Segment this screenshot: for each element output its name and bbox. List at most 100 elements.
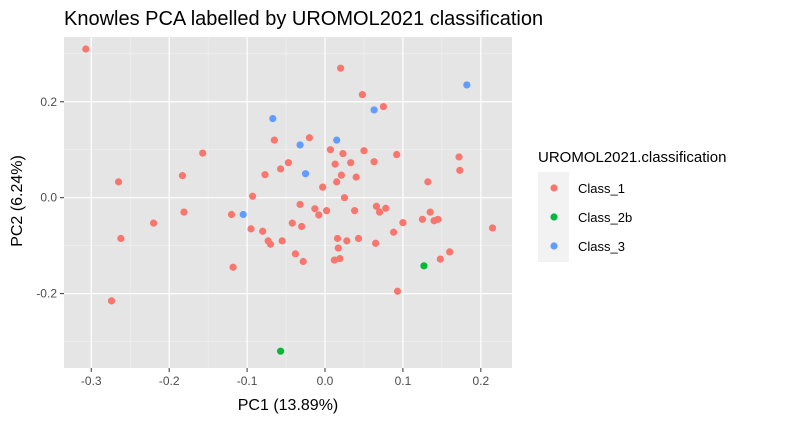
data-point-class-1 [296,200,304,209]
data-point-class-1 [259,227,267,235]
legend-label: Class_1 [578,181,625,196]
data-point-class-1 [117,234,125,243]
data-point-class-1 [326,146,335,154]
legend-title: UROMOL2021.classification [538,149,726,166]
data-point-class-1 [372,239,380,247]
y-tick-label: 0.0 [40,191,57,205]
data-point-class-1 [270,136,278,144]
data-point-class-1 [424,178,432,186]
data-point-class-1 [330,256,338,264]
legend-key-class-2b [550,213,558,221]
x-tick-label: 0.0 [317,374,334,388]
major-gridlines [64,37,512,368]
data-point-class-1 [399,219,407,227]
legend: Class_1 Class_2b Class_3 [538,172,632,262]
data-point-class-1 [455,153,463,161]
data-point-class-1 [227,210,236,219]
data-point-class-3 [463,81,471,89]
data-point-class-1 [276,165,285,173]
legend-label: Class_2b [578,210,632,225]
data-point-class-1 [284,159,292,167]
data-point-class-1 [229,263,237,271]
data-point-class-1 [247,225,255,233]
y-axis: -0.2 0.0 0.2 [36,95,64,301]
data-point-class-1 [291,250,300,258]
data-points [82,45,497,355]
data-point-class-1 [150,219,158,227]
data-point-class-1 [305,134,314,142]
data-point-class-1 [298,222,306,231]
data-point-class-1 [336,64,345,72]
data-point-class-1 [82,45,90,53]
x-tick-label: -0.1 [237,374,258,388]
data-point-class-1 [360,147,368,155]
data-point-class-1 [434,215,442,223]
data-point-class-1 [352,173,360,181]
data-point-class-1 [278,237,286,245]
x-axis-title: PC1 (13.89%) [238,397,339,414]
x-tick-label: -0.3 [81,374,102,388]
data-point-class-1 [180,208,188,216]
data-point-class-1 [248,192,257,200]
data-point-class-1 [375,208,384,216]
plot-panel [64,37,512,368]
data-point-class-1 [347,159,355,167]
x-axis: -0.3 -0.2 -0.1 0.0 0.1 0.2 [81,368,489,388]
y-tick-label: 0.2 [40,95,57,109]
data-point-class-1 [336,255,344,263]
data-point-class-1 [178,172,187,180]
data-point-class-3 [269,114,277,123]
data-point-class-3 [333,136,341,144]
data-point-class-1 [382,204,390,212]
data-point-class-1 [331,160,339,168]
data-point-class-1 [370,158,378,166]
data-point-class-1 [340,194,349,202]
data-point-class-1 [488,224,497,232]
x-tick-label: 0.1 [395,374,412,388]
data-point-class-1 [446,248,454,256]
data-point-class-1 [393,150,401,159]
data-point-class-1 [322,207,331,215]
data-point-class-1 [456,166,464,174]
data-point-class-1 [418,215,426,223]
data-point-class-1 [288,219,296,227]
chart-title: Knowles PCA labelled by UROMOL2021 class… [64,8,543,30]
data-point-class-1 [339,149,347,158]
legend-key-class-3 [550,242,558,250]
x-tick-label: -0.2 [159,374,180,388]
data-point-class-3 [296,141,304,149]
data-point-class-1 [107,297,116,305]
data-point-class-1 [354,234,363,243]
data-point-class-1 [372,202,381,210]
data-point-class-1 [379,102,388,111]
data-point-class-1 [199,149,207,157]
data-point-class-1 [261,171,269,179]
data-point-class-3 [301,170,310,178]
data-point-class-1 [337,171,345,179]
x-tick-label: 0.2 [472,374,489,388]
data-point-class-1 [389,228,398,236]
data-point-class-1 [426,208,434,216]
data-point-class-2b [276,347,285,355]
data-point-class-1 [311,205,319,213]
data-point-class-1 [114,178,123,186]
data-point-class-1 [333,178,341,186]
data-point-class-1 [436,255,444,263]
data-point-class-1 [358,90,367,99]
data-point-class-1 [299,257,307,266]
data-point-class-1 [393,287,402,295]
data-point-class-1 [315,211,323,219]
y-axis-title: PC2 (6.24%) [9,155,26,247]
data-point-class-3 [370,106,378,114]
legend-key-class-1 [550,184,558,192]
y-tick-label: -0.2 [36,287,57,301]
data-point-class-3 [239,210,247,219]
data-point-class-1 [333,234,342,243]
data-point-class-1 [266,240,275,248]
data-point-class-1 [343,237,351,245]
data-point-class-1 [319,183,327,191]
legend-label: Class_3 [578,239,625,254]
data-point-class-1 [351,207,359,215]
data-point-class-1 [334,244,342,252]
